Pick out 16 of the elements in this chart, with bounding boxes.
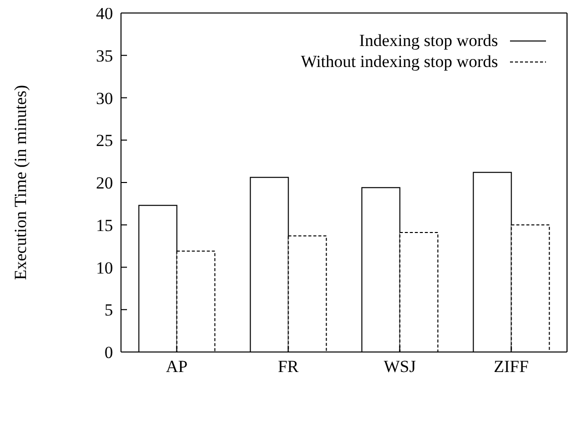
x-tick-label: WSJ xyxy=(384,357,416,376)
y-tick-label: 20 xyxy=(96,174,113,193)
y-tick-label: 5 xyxy=(104,300,113,320)
legend-label: Indexing stop words xyxy=(359,30,498,50)
y-tick-label: 0 xyxy=(104,343,113,362)
y-axis-title: Execution Time (in minutes) xyxy=(11,84,30,280)
y-tick-label: 35 xyxy=(96,46,113,66)
x-tick-label: AP xyxy=(166,357,188,376)
y-tick-label: 10 xyxy=(96,258,113,278)
y-tick-label: 25 xyxy=(96,131,113,150)
x-tick-label: FR xyxy=(278,357,300,376)
y-tick-label: 15 xyxy=(96,216,113,235)
y-tick-label: 30 xyxy=(96,88,113,108)
legend-label: Without indexing stop words xyxy=(300,52,498,72)
x-tick-label: ZIFF xyxy=(494,357,529,376)
y-tick-label: 40 xyxy=(96,4,113,24)
